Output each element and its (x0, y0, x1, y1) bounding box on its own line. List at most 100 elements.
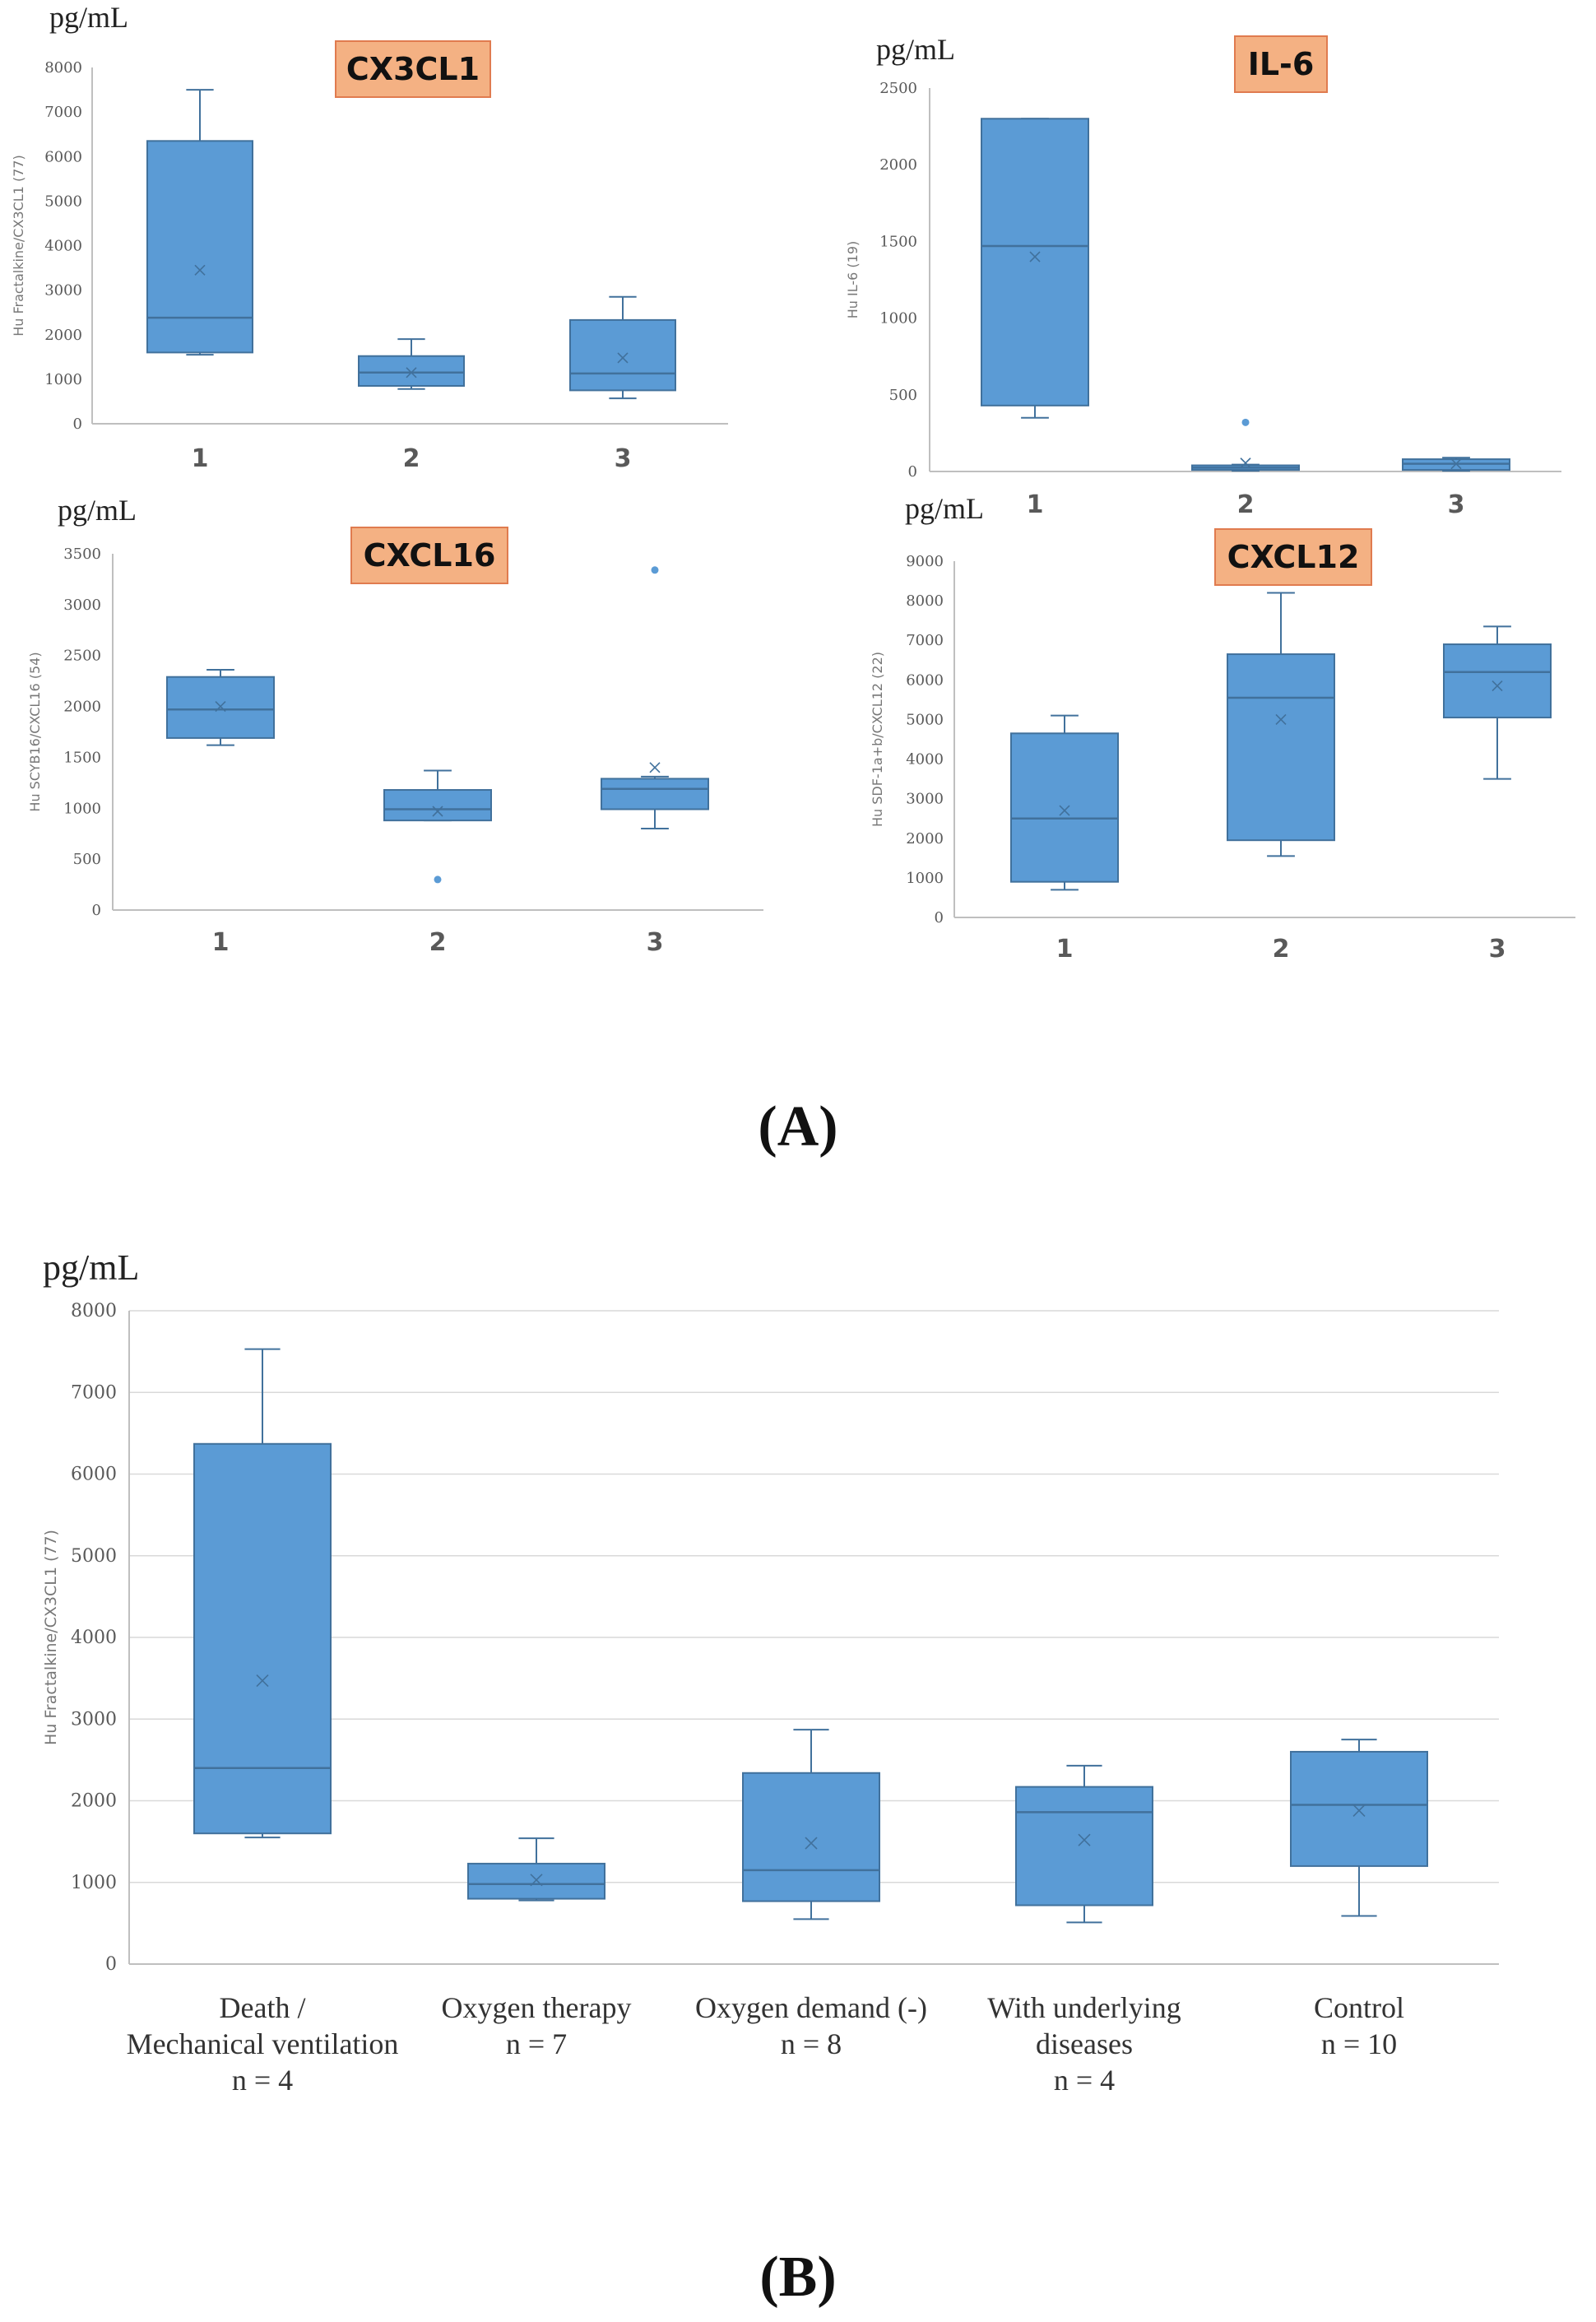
chart-title-badge (335, 40, 491, 98)
box-iqr (1227, 653, 1335, 842)
y-tick-label: 1000 (63, 800, 101, 817)
y-tick-label: 3000 (71, 1709, 117, 1730)
box-iqr (1010, 732, 1119, 883)
y-tick-label: 7000 (71, 1382, 117, 1403)
x-category-label: 1 (212, 928, 230, 957)
box-iqr (1290, 1750, 1428, 1867)
chart-title-badge (350, 527, 508, 584)
box-iqr (146, 140, 253, 354)
x-category-line: n = 10 (1321, 2027, 1397, 2060)
y-tick-label: 500 (889, 387, 917, 404)
y-tick-label: 9000 (906, 553, 944, 570)
mean-marker (1240, 457, 1251, 469)
box-iqr (742, 1772, 880, 1902)
x-category-line: Death / (220, 1991, 306, 2024)
y-tick-label: 4000 (44, 238, 82, 255)
mean-marker (530, 1874, 543, 1887)
box-plot (601, 566, 709, 830)
box-plot (146, 89, 253, 356)
box-iqr (569, 318, 676, 392)
x-category-label: 2 (403, 444, 420, 473)
y-tick-label: 2000 (63, 699, 101, 716)
unit-label: pg/mL (876, 33, 955, 66)
unit-label: pg/mL (49, 1, 128, 34)
y-tick-label: 2500 (63, 648, 101, 665)
y-tick-label: 8000 (71, 1301, 117, 1321)
x-category-line: n = 4 (1054, 2064, 1115, 2097)
x-category-line: Mechanical ventilation (127, 2027, 399, 2060)
x-category-line: Oxygen demand (-) (695, 1991, 927, 2024)
y-tick-label: 1500 (879, 233, 917, 250)
y-tick-label: 3000 (44, 282, 82, 300)
chart-cxcl12: 0 1000 2000 3000 4000 5000 6000 7000 8000 9000 pg/… (870, 492, 1575, 964)
box-iqr (358, 355, 465, 387)
box-iqr (166, 676, 275, 739)
y-tick-label: 3000 (906, 791, 944, 808)
box-plot (1290, 1739, 1428, 1917)
box-iqr (467, 1862, 605, 1900)
x-category-label: 3 (615, 444, 632, 473)
y-tick-label: 1000 (906, 870, 944, 887)
box-plot (383, 769, 492, 884)
box-plot (1191, 418, 1300, 472)
outlier-point (651, 566, 659, 574)
y-tick-label: 6000 (44, 148, 82, 165)
box-plot (467, 1837, 605, 1902)
chart-il6: 0 500 1000 1500 2000 2500 pg/mL Hu IL-6 (19) IL-… (845, 33, 1561, 519)
y-tick-label: 2000 (71, 1791, 117, 1812)
box-iqr (193, 1442, 332, 1835)
y-tick-label: 0 (908, 463, 917, 481)
y-tick-label: 5000 (44, 193, 82, 210)
x-category-label: Death / Mechanical ventilation n = 4 (127, 1991, 399, 2097)
y-tick-label: 1500 (63, 749, 101, 766)
box-plot (1015, 1764, 1153, 1924)
y-tick-label: 0 (105, 1954, 117, 1975)
mean-marker (1275, 713, 1287, 726)
mean-marker (1450, 458, 1462, 470)
chart-cx3cl1_groups: 0 1000 2000 3000 4000 5000 6000 7000 8000 pg/mL Hu… (42, 1247, 1499, 2097)
box-plot (358, 338, 465, 390)
x-category-label: 3 (1448, 490, 1465, 519)
box-plot (1443, 625, 1552, 780)
box-iqr (383, 789, 492, 822)
mean-marker (1029, 251, 1041, 262)
y-axis-label: Hu SCYB16/CXCL16 (54) (27, 652, 43, 811)
y-tick-label: 8000 (44, 59, 82, 77)
y-tick-label: 0 (92, 902, 101, 919)
x-category-line: With underlying (987, 1991, 1181, 2024)
y-axis-label: Hu Fractalkine/CX3CL1 (77) (42, 1530, 60, 1745)
x-category-line: Control (1314, 1991, 1404, 2024)
y-tick-label: 2000 (44, 327, 82, 344)
box-plot (1010, 714, 1119, 891)
panel-a-label: (A) (758, 1095, 837, 1159)
y-tick-label: 3500 (63, 546, 101, 563)
mean-marker (805, 1837, 818, 1850)
x-category-line: Oxygen therapy (442, 1991, 632, 2024)
box-iqr (981, 118, 1089, 406)
x-category-label: 2 (1237, 490, 1255, 519)
chart-title-badge (1214, 528, 1372, 586)
y-tick-label: 5000 (71, 1546, 117, 1567)
y-tick-label: 4000 (71, 1628, 117, 1648)
box-plot (569, 295, 676, 400)
y-tick-label: 500 (73, 851, 101, 868)
mean-marker (1492, 680, 1503, 692)
x-category-label: 2 (429, 928, 447, 957)
mean-marker (432, 806, 443, 817)
mean-marker (1352, 1804, 1366, 1817)
y-tick-label: 3000 (63, 597, 101, 614)
mean-marker (617, 352, 629, 364)
x-category-label: 3 (647, 928, 664, 957)
y-tick-label: 0 (73, 416, 82, 433)
box-plot (193, 1348, 332, 1839)
y-tick-label: 1000 (44, 371, 82, 388)
y-tick-label: 2500 (879, 80, 917, 97)
outlier-point (1241, 418, 1250, 426)
mean-marker (256, 1674, 269, 1688)
chart-title: IL-6 (1248, 46, 1315, 82)
panel-b-label: (B) (759, 2245, 836, 2309)
box-iqr (601, 778, 709, 810)
chart-cx3cl1: 0 1000 2000 3000 4000 5000 6000 7000 8000 pg/mL Hu… (11, 1, 728, 473)
mean-marker (1078, 1833, 1091, 1846)
